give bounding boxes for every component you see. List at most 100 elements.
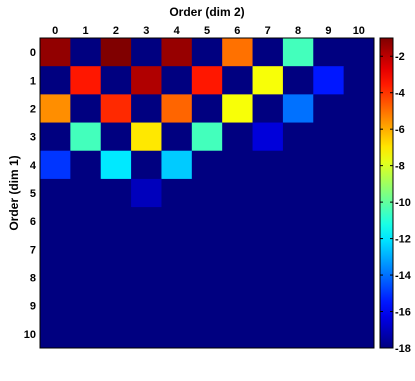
heatmap-cell xyxy=(161,319,193,349)
y-tick-label: 8 xyxy=(30,273,36,285)
heatmap-cell xyxy=(222,207,254,236)
heatmap-cell xyxy=(70,122,102,152)
heatmap-cell xyxy=(161,94,193,124)
heatmap-cell xyxy=(282,66,314,95)
heatmap-cell xyxy=(252,319,284,349)
colorbar-tick-label: -18 xyxy=(395,343,411,355)
heatmap-cell xyxy=(161,263,193,293)
heatmap-cell xyxy=(131,291,162,321)
heatmap-cell xyxy=(222,150,254,180)
heatmap-cell xyxy=(70,319,102,349)
colorbar-tick-label: -14 xyxy=(395,270,412,282)
heatmap-cell xyxy=(222,235,254,264)
x-tick-label: 5 xyxy=(204,25,210,37)
heatmap-cell xyxy=(343,178,375,208)
heatmap-cell xyxy=(191,150,223,180)
colorbar-tick-label: -8 xyxy=(395,161,405,173)
heatmap-cell xyxy=(252,207,284,236)
heatmap-cell xyxy=(191,94,223,124)
heatmap-cell xyxy=(222,122,254,152)
heatmap-cell xyxy=(343,150,375,180)
heatmap-cell xyxy=(313,38,345,67)
y-tick-label: 7 xyxy=(30,244,36,256)
colorbar xyxy=(379,37,394,349)
y-tick-labels: 0 1 2 3 4 5 6 7 8 9 10 xyxy=(24,47,37,341)
heatmap-cell xyxy=(161,150,193,180)
colorbar-tick-label: -12 xyxy=(395,234,411,246)
heatmap-cell xyxy=(191,207,223,236)
heatmap-cell xyxy=(70,94,102,124)
heatmap-cell xyxy=(70,38,102,67)
heatmap-cell xyxy=(40,150,71,180)
x-tick-labels: 0 1 2 3 4 5 6 7 8 9 10 xyxy=(52,25,365,37)
heatmap-cells xyxy=(40,38,375,349)
heatmap-cell xyxy=(191,38,223,67)
heatmap-cell xyxy=(343,94,375,124)
heatmap-cell xyxy=(313,66,345,95)
colorbar-tick-label: -2 xyxy=(395,51,405,63)
heatmap-cell xyxy=(131,122,162,152)
heatmap-cell xyxy=(131,178,162,208)
heatmap-cell xyxy=(131,319,162,349)
heatmap-cell xyxy=(282,122,314,152)
heatmap-cell xyxy=(282,263,314,293)
heatmap-cell xyxy=(100,263,132,293)
heatmap-cell xyxy=(100,235,132,264)
y-tick-label: 3 xyxy=(30,132,36,144)
heatmap-cell xyxy=(161,38,193,67)
heatmap-cell xyxy=(191,66,223,95)
colorbar-tick-label: -4 xyxy=(395,88,406,100)
heatmap-cell xyxy=(40,178,71,208)
x-tick-label: 1 xyxy=(82,25,88,37)
heatmap-cell xyxy=(343,291,375,321)
heatmap-cell xyxy=(313,207,345,236)
heatmap-cell xyxy=(252,235,284,264)
heatmap-cell xyxy=(313,150,345,180)
heatmap-cell xyxy=(252,94,284,124)
heatmap-cell xyxy=(131,207,162,236)
heatmap-cell xyxy=(70,66,102,95)
x-tick-label: 3 xyxy=(143,25,149,37)
heatmap-cell xyxy=(100,122,132,152)
heatmap-cell xyxy=(343,235,375,264)
heatmap-cell xyxy=(252,291,284,321)
heatmap-cell xyxy=(40,122,71,152)
x-tick-label: 0 xyxy=(52,25,58,37)
y-axis-label: Order (dim 1) xyxy=(7,155,21,230)
heatmap-cell xyxy=(100,150,132,180)
heatmap-cell xyxy=(222,291,254,321)
heatmap-cell xyxy=(313,263,345,293)
plot-frame xyxy=(39,37,375,349)
heatmap-cell xyxy=(131,38,162,67)
heatmap-cell xyxy=(70,235,102,264)
heatmap-cell xyxy=(252,38,284,67)
heatmap-cell xyxy=(191,122,223,152)
heatmap-cell xyxy=(282,291,314,321)
heatmap-cell xyxy=(161,178,193,208)
y-tick-label: 10 xyxy=(24,329,36,341)
x-axis-label: Order (dim 2) xyxy=(169,5,244,19)
x-tick-label: 10 xyxy=(353,25,365,37)
heatmap-cell xyxy=(343,207,375,236)
heatmap-cell xyxy=(100,178,132,208)
heatmap-cell xyxy=(191,291,223,321)
y-tick-label: 9 xyxy=(30,301,36,313)
heatmap-cell xyxy=(161,207,193,236)
heatmap-cell xyxy=(131,150,162,180)
heatmap-cell xyxy=(40,319,71,349)
heatmap-cell xyxy=(313,178,345,208)
heatmap-cell xyxy=(343,66,375,95)
heatmap-cell xyxy=(40,94,71,124)
heatmap-cell xyxy=(40,291,71,321)
heatmap-cell xyxy=(252,66,284,95)
colorbar-ticks: -2 -4 -6 -8 -10 -12 -14 -16 -18 xyxy=(380,51,412,355)
heatmap-cell xyxy=(222,263,254,293)
heatmap-cell xyxy=(222,38,254,67)
heatmap-cell xyxy=(100,38,132,67)
heatmap-cell xyxy=(191,319,223,349)
heatmap-cell xyxy=(222,94,254,124)
heatmap-cell xyxy=(282,94,314,124)
x-tick-label: 6 xyxy=(234,25,240,37)
heatmap-cell xyxy=(282,150,314,180)
